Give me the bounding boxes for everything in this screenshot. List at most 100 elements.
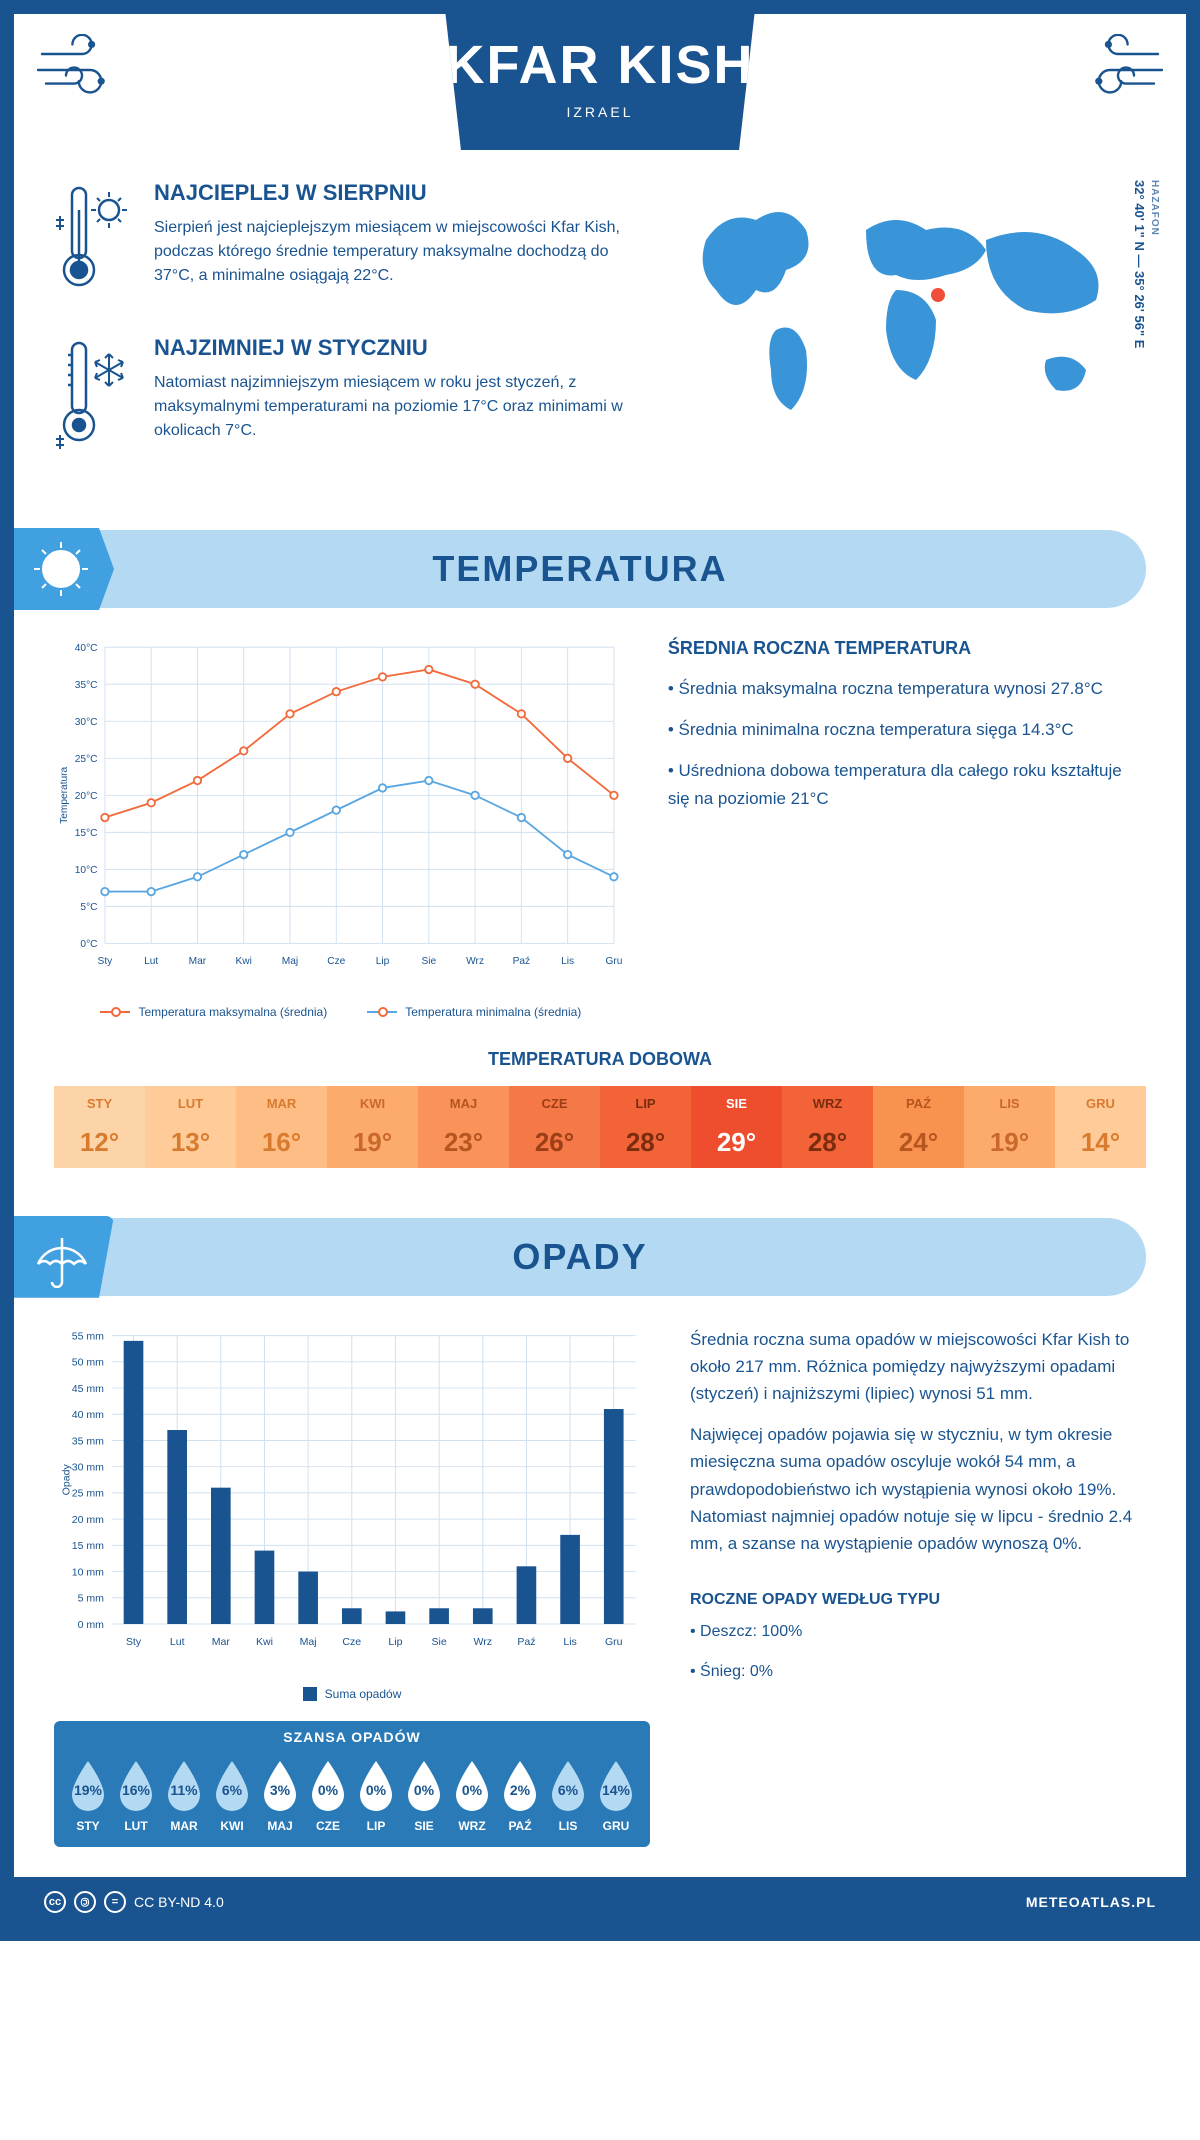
svg-text:Lut: Lut xyxy=(170,1636,185,1648)
temperature-section: 0°C5°C10°C15°C20°C25°C30°C35°C40°CStyLut… xyxy=(14,638,1186,1049)
opady-para2: Najwięcej opadów pojawia się w styczniu,… xyxy=(690,1421,1146,1557)
raindrop-icon: 14% xyxy=(592,1757,640,1813)
drop-cze: 0% CZE xyxy=(304,1757,352,1833)
license-block: cc 🄯 = CC BY-ND 4.0 xyxy=(44,1891,224,1913)
roczne-line1: • Deszcz: 100% xyxy=(690,1619,1146,1645)
drop-lis: 6% LIS xyxy=(544,1757,592,1833)
svg-text:20 mm: 20 mm xyxy=(72,1514,104,1526)
section-header-opady: OPADY xyxy=(14,1218,1146,1296)
svg-text:Maj: Maj xyxy=(300,1636,317,1648)
thermometer-snowflake-icon xyxy=(54,335,134,460)
svg-text:Cze: Cze xyxy=(327,956,345,967)
section-title-temp: TEMPERATURA xyxy=(14,548,1146,590)
svg-text:0 mm: 0 mm xyxy=(78,1619,105,1631)
svg-text:20°C: 20°C xyxy=(75,791,98,802)
coldest-text: Natomiast najzimniejszym miesiącem w rok… xyxy=(154,371,636,443)
svg-text:Sie: Sie xyxy=(421,956,436,967)
szansa-heading: SZANSA OPADÓW xyxy=(54,1729,650,1745)
drop-mar: 11% MAR xyxy=(160,1757,208,1833)
title-banner: KFAR KISH IZRAEL xyxy=(445,14,754,150)
section-header-temperatura: TEMPERATURA xyxy=(14,530,1146,608)
temp-cell-gru: GRU14° xyxy=(1055,1086,1146,1168)
raindrop-icon: 0% xyxy=(352,1757,400,1813)
svg-text:Sty: Sty xyxy=(126,1636,142,1648)
temperature-chart: 0°C5°C10°C15°C20°C25°C30°C35°C40°CStyLut… xyxy=(54,638,628,1019)
szansa-box: SZANSA OPADÓW 19% STY 16% LUT 11% MAR 6%… xyxy=(54,1721,650,1847)
svg-text:50 mm: 50 mm xyxy=(72,1356,104,1368)
svg-text:45 mm: 45 mm xyxy=(72,1383,104,1395)
drop-wrz: 0% WRZ xyxy=(448,1757,496,1833)
roczne-opady: ROCZNE OPADY WEDŁUG TYPU • Deszcz: 100% … xyxy=(690,1571,1146,1684)
svg-text:Paź: Paź xyxy=(517,1636,535,1648)
svg-text:10°C: 10°C xyxy=(75,865,98,876)
svg-text:Lut: Lut xyxy=(144,956,158,967)
cc-icon: cc xyxy=(44,1891,66,1913)
raindrop-icon: 0% xyxy=(400,1757,448,1813)
opady-chart: 0 mm5 mm10 mm15 mm20 mm25 mm30 mm35 mm40… xyxy=(54,1326,650,1847)
opady-side-text: Średnia roczna suma opadów w miejscowośc… xyxy=(690,1326,1146,1847)
umbrella-icon xyxy=(26,1226,96,1288)
raindrop-icon: 6% xyxy=(544,1757,592,1813)
svg-text:15 mm: 15 mm xyxy=(72,1540,104,1552)
wind-icon-left xyxy=(14,14,134,123)
opady-section: 0 mm5 mm10 mm15 mm20 mm25 mm30 mm35 mm40… xyxy=(14,1326,1186,1877)
drop-sty: 19% STY xyxy=(64,1757,112,1833)
intro-section: NAJCIEPLEJ W SIERPNIU Sierpień jest najc… xyxy=(14,150,1186,520)
avg-temp-1: • Średnia maksymalna roczna temperatura … xyxy=(668,675,1146,702)
legend-opady: Suma opadów xyxy=(325,1687,402,1701)
svg-text:55 mm: 55 mm xyxy=(72,1330,104,1342)
wind-icon-right xyxy=(1066,14,1186,123)
opady-para1: Średnia roczna suma opadów w miejscowośc… xyxy=(690,1326,1146,1408)
svg-text:Lip: Lip xyxy=(376,956,390,967)
svg-text:5°C: 5°C xyxy=(80,902,97,913)
world-map-box: HAZAFON 32° 40' 1" N — 35° 26' 56" E xyxy=(666,180,1146,490)
drop-lut: 16% LUT xyxy=(112,1757,160,1833)
region-label: HAZAFON xyxy=(1149,180,1160,236)
daily-temp-section: TEMPERATURA DOBOWA STY12° LUT13° MAR16° … xyxy=(14,1049,1186,1208)
svg-text:25°C: 25°C xyxy=(75,754,98,765)
daily-temp-heading: TEMPERATURA DOBOWA xyxy=(54,1049,1146,1070)
temp-cell-kwi: KWI19° xyxy=(327,1086,418,1168)
svg-text:40 mm: 40 mm xyxy=(72,1409,104,1421)
svg-text:30°C: 30°C xyxy=(75,717,98,728)
temp-side-text: ŚREDNIA ROCZNA TEMPERATURA • Średnia mak… xyxy=(668,638,1146,1019)
drop-kwi: 6% KWI xyxy=(208,1757,256,1833)
drop-gru: 14% GRU xyxy=(592,1757,640,1833)
location-title: KFAR KISH xyxy=(445,34,754,96)
warmest-heading: NAJCIEPLEJ W SIERPNIU xyxy=(154,180,636,206)
temp-cell-wrz: WRZ28° xyxy=(782,1086,873,1168)
raindrop-icon: 0% xyxy=(448,1757,496,1813)
section-title-opady: OPADY xyxy=(14,1236,1146,1278)
nd-icon: = xyxy=(104,1891,126,1913)
intro-left: NAJCIEPLEJ W SIERPNIU Sierpień jest najc… xyxy=(54,180,636,490)
coldest-block: NAJZIMNIEJ W STYCZNIU Natomiast najzimni… xyxy=(54,335,636,460)
temp-cell-mar: MAR16° xyxy=(236,1086,327,1168)
svg-text:Kwi: Kwi xyxy=(256,1636,273,1648)
avg-temp-heading: ŚREDNIA ROCZNA TEMPERATURA xyxy=(668,638,1146,659)
warmest-block: NAJCIEPLEJ W SIERPNIU Sierpień jest najc… xyxy=(54,180,636,305)
by-icon: 🄯 xyxy=(74,1891,96,1913)
header-row: KFAR KISH IZRAEL xyxy=(14,14,1186,150)
drop-lip: 0% LIP xyxy=(352,1757,400,1833)
roczne-heading: ROCZNE OPADY WEDŁUG TYPU xyxy=(690,1591,1146,1609)
coldest-heading: NAJZIMNIEJ W STYCZNIU xyxy=(154,335,636,361)
svg-text:35°C: 35°C xyxy=(75,680,98,691)
legend-min: Temperatura minimalna (średnia) xyxy=(405,1005,581,1019)
avg-temp-2: • Średnia minimalna roczna temperatura s… xyxy=(668,716,1146,743)
warmest-text: Sierpień jest najcieplejszym miesiącem w… xyxy=(154,216,636,288)
svg-text:40°C: 40°C xyxy=(75,643,98,654)
country-label: IZRAEL xyxy=(445,104,754,120)
svg-text:30 mm: 30 mm xyxy=(72,1461,104,1473)
svg-text:Sty: Sty xyxy=(98,956,114,967)
svg-text:0°C: 0°C xyxy=(80,939,97,950)
legend-max: Temperatura maksymalna (średnia) xyxy=(138,1005,327,1019)
svg-text:Lis: Lis xyxy=(561,956,574,967)
svg-text:35 mm: 35 mm xyxy=(72,1435,104,1447)
sun-icon xyxy=(26,538,96,600)
temp-cell-lis: LIS19° xyxy=(964,1086,1055,1168)
svg-text:Sie: Sie xyxy=(431,1636,446,1648)
temp-cell-cze: CZE26° xyxy=(509,1086,600,1168)
site-name: METEOATLAS.PL xyxy=(1026,1894,1156,1910)
temp-cell-lut: LUT13° xyxy=(145,1086,236,1168)
svg-text:Cze: Cze xyxy=(342,1636,361,1648)
